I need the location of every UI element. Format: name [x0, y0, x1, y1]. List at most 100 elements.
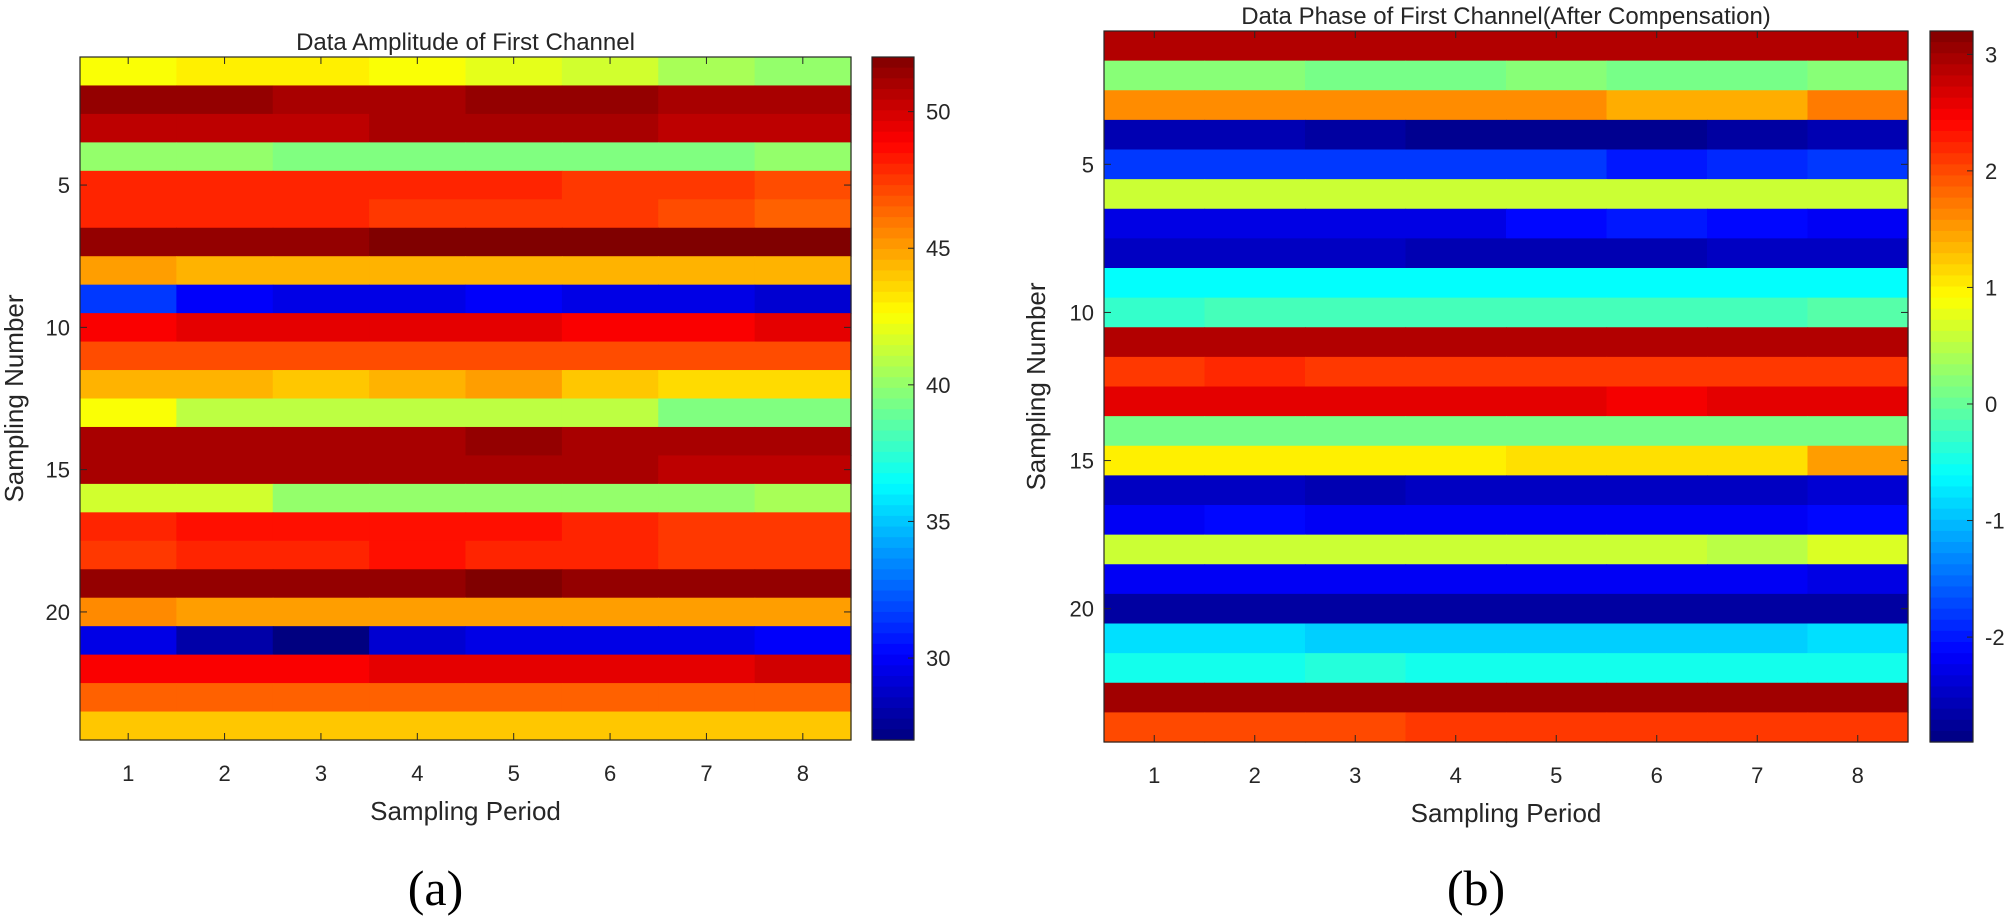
- y-tick-label: 10: [46, 315, 70, 340]
- heatmap-cell: [754, 483, 852, 513]
- colorbar-segment: [872, 419, 914, 432]
- heatmap-cell: [369, 626, 467, 656]
- heatmap-cell: [658, 398, 756, 428]
- heatmap-cell: [465, 512, 563, 542]
- heatmap-cell: [1707, 179, 1809, 210]
- heatmap-cell: [1104, 149, 1206, 180]
- heatmap-cell: [369, 569, 467, 599]
- heatmap-cell: [1707, 534, 1809, 565]
- heatmap-cell: [561, 483, 659, 513]
- heatmap-cell: [176, 569, 274, 599]
- heatmap-cell: [754, 85, 852, 115]
- colorbar-tick-label: -2: [1985, 625, 2005, 650]
- heatmap-cell: [754, 398, 852, 428]
- heatmap-cell: [80, 227, 177, 257]
- heatmap-cell: [754, 284, 852, 314]
- heatmap-cell: [1506, 327, 1608, 358]
- colorbar-segment: [1930, 475, 1973, 488]
- heatmap-cell: [80, 483, 177, 513]
- heatmap-cell: [1204, 445, 1306, 476]
- heatmap-cell: [80, 142, 177, 172]
- colorbar-segment: [1930, 619, 1973, 632]
- colorbar-segment: [1930, 119, 1973, 132]
- heatmap-cell: [1204, 386, 1306, 417]
- heatmap-cell: [369, 199, 467, 229]
- colorbar-segment: [1930, 386, 1973, 399]
- colorbar-segment: [872, 99, 914, 111]
- colorbar-segment: [1930, 508, 1973, 521]
- heatmap-cell: [272, 113, 370, 143]
- colorbar-segment: [872, 398, 914, 410]
- heatmap-cell: [561, 512, 659, 542]
- heatmap-cell: [1405, 268, 1507, 299]
- heatmap-cell: [369, 313, 467, 343]
- heatmap-cell: [1606, 534, 1708, 565]
- colorbar-segment: [872, 174, 914, 186]
- heatmap-cell: [369, 512, 467, 542]
- colorbar-segment: [872, 366, 914, 378]
- heatmap-cell: [754, 540, 852, 570]
- colorbar-segment: [872, 185, 914, 197]
- colorbar-segment: [872, 579, 914, 592]
- heatmap-cell: [1204, 534, 1306, 565]
- heatmap-cell: [465, 426, 563, 457]
- heatmap-cell: [1707, 386, 1809, 417]
- heatmap-cell: [176, 256, 274, 286]
- x-axis-label: Sampling Period: [1411, 798, 1602, 828]
- heatmap-cell: [369, 597, 467, 627]
- heatmap-cell: [754, 426, 852, 457]
- heatmap-cell: [369, 170, 467, 200]
- heatmap-cell: [1405, 445, 1507, 476]
- heatmap-cell: [754, 113, 852, 143]
- heatmap-cell: [658, 540, 756, 570]
- heatmap-cell: [272, 455, 370, 485]
- heatmap-cell: [272, 540, 370, 570]
- colorbar-segment: [1930, 175, 1973, 188]
- colorbar-segment: [872, 195, 914, 207]
- heatmap-cell: [754, 626, 852, 656]
- heatmap-cell: [80, 540, 177, 570]
- colorbar-segment: [1930, 653, 1973, 665]
- y-tick-label: 5: [1082, 152, 1094, 177]
- colorbar-segment: [872, 601, 914, 613]
- heatmap-cell: [561, 540, 659, 570]
- colorbar-segment: [872, 57, 914, 69]
- x-tick-label: 8: [1852, 763, 1864, 788]
- heatmap-cell: [1305, 505, 1407, 536]
- heatmap-cell: [1807, 653, 1909, 684]
- heatmap-cell: [561, 227, 659, 257]
- colorbar-segment: [872, 409, 914, 421]
- heatmap-cell: [1506, 475, 1608, 506]
- heatmap-cell: [658, 683, 756, 713]
- heatmap-cell: [369, 113, 467, 143]
- colorbar-segment: [872, 707, 914, 720]
- colorbar-segment: [1930, 64, 1973, 77]
- y-tick-label: 20: [46, 600, 70, 625]
- colorbar-segment: [872, 441, 914, 453]
- heatmap-cell: [561, 683, 659, 713]
- heatmap-cell: [1305, 238, 1407, 269]
- colorbar-segment: [872, 483, 914, 496]
- colorbar-segment: [1930, 442, 1973, 454]
- heatmap-cell: [1305, 179, 1407, 210]
- colorbar-segment: [872, 718, 914, 730]
- heatmap-cell: [754, 142, 852, 172]
- colorbar-segment: [872, 110, 914, 122]
- heatmap-cell: [754, 455, 852, 485]
- heatmap-cell: [1204, 60, 1306, 91]
- heatmap-cell: [561, 170, 659, 200]
- colorbar: 3 2 1 0 -1 -2: [1929, 30, 2005, 743]
- x-tick-label: 2: [218, 761, 230, 786]
- heatmap-cell: [1506, 653, 1608, 684]
- heatmap-cell: [1104, 623, 1206, 654]
- heatmap-cell: [658, 199, 756, 229]
- heatmap-cell: [658, 569, 756, 599]
- heatmap-cell: [658, 313, 756, 343]
- colorbar-segment: [872, 643, 914, 656]
- heatmap-cell: [1506, 119, 1608, 151]
- heatmap-cell: [176, 398, 274, 428]
- heatmap-cell: [1405, 564, 1507, 595]
- heatmap-cell: [754, 683, 852, 713]
- heatmap-cell: [272, 483, 370, 513]
- colorbar-segment: [872, 387, 914, 400]
